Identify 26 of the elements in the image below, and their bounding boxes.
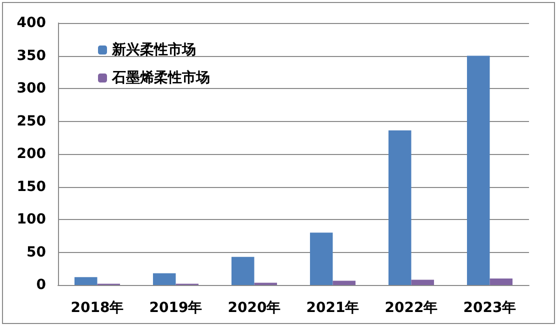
- x-tick-label: 2021年: [306, 300, 360, 316]
- x-tick-label: 2023年: [463, 300, 516, 316]
- bar: [231, 256, 254, 285]
- bar: [411, 280, 434, 285]
- bar: [152, 273, 176, 285]
- x-tick-label: 2019年: [149, 300, 202, 316]
- bar: [490, 278, 513, 285]
- y-tick-label: 350: [16, 48, 46, 64]
- y-tick-label: 100: [16, 212, 46, 228]
- x-tick-label: 2022年: [384, 300, 438, 316]
- x-tick-label: 2020年: [228, 300, 281, 316]
- y-tick-label: 200: [16, 146, 46, 162]
- y-tick-label: 400: [16, 15, 46, 31]
- bar: [388, 130, 412, 285]
- y-tick-label: 250: [16, 113, 46, 130]
- bar: [310, 232, 333, 285]
- y-tick-label: 150: [16, 178, 46, 195]
- y-tick-label: 0: [36, 277, 46, 293]
- y-tick-label: 50: [26, 244, 46, 260]
- bar: [466, 56, 490, 285]
- x-tick-label: 2018年: [70, 300, 124, 316]
- y-tick-label: 300: [16, 80, 46, 96]
- bar: [332, 280, 356, 285]
- legend-label: 石墨烯柔性市场: [111, 69, 210, 86]
- bar: [74, 277, 98, 285]
- legend-label: 新兴柔性市场: [111, 41, 196, 58]
